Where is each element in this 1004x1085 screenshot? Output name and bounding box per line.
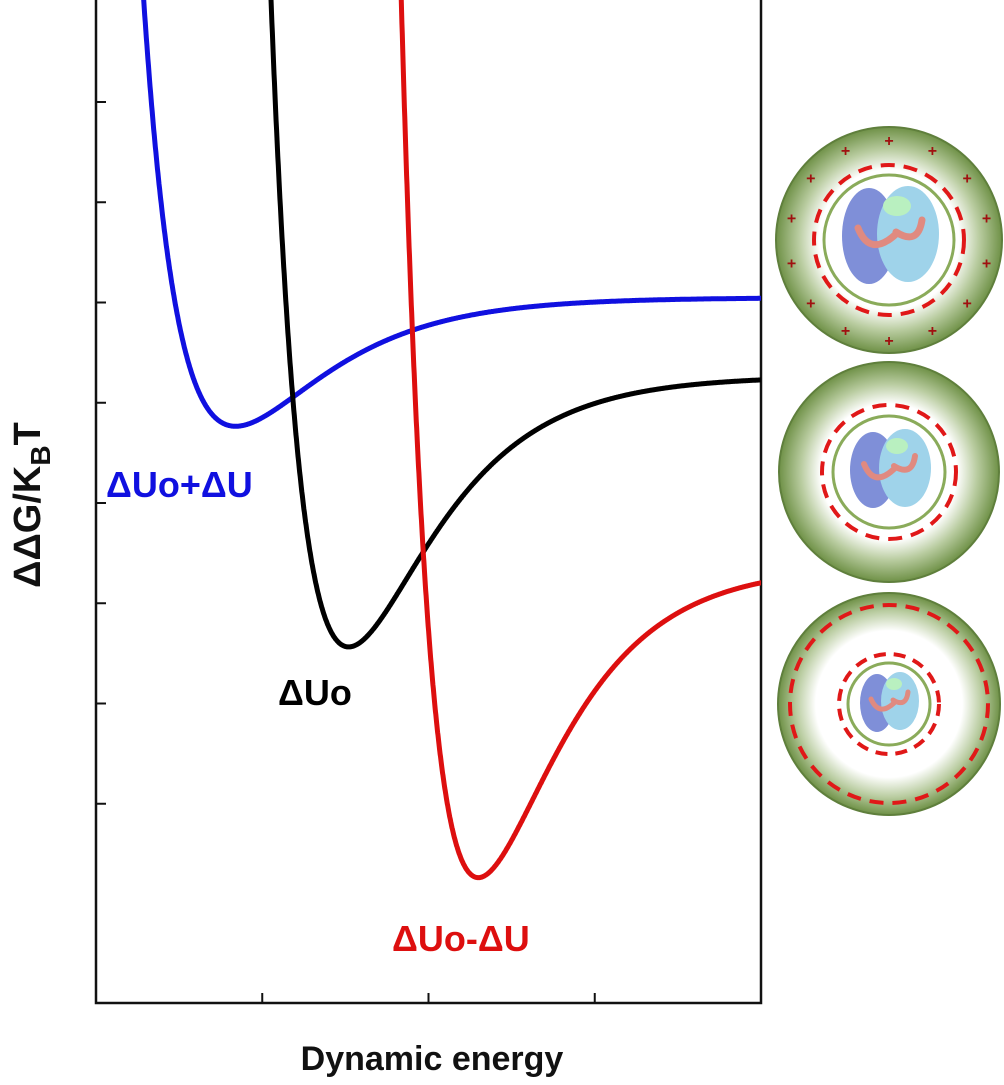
charge-plus: + [982,255,991,272]
dashed-ring [820,403,958,541]
charge-plus: + [787,255,796,272]
charge-plus: + [963,295,972,312]
protein-icon [842,186,939,284]
charge-plus: + [841,323,850,340]
dashed-ring-outer [788,603,990,805]
charge-plus: + [982,211,991,228]
dashed-ring-inner [837,652,941,756]
y-axis-title-sub: B [25,445,56,465]
protein-icon [860,672,919,732]
charge-plus: + [963,171,972,188]
schematic-middle [778,361,1000,583]
label-duo-plus-du: ΔUo+ΔU [106,464,253,505]
svg-text:ΔΔG/KBT: ΔΔG/KBT [7,422,56,588]
charge-plus: + [806,171,815,188]
charges-ring: + + + + + + + + + + + + + + [787,133,991,350]
charge-plus: + [928,143,937,160]
y-axis-title: ΔΔG/KBT [7,422,56,588]
charge-plus: + [806,295,815,312]
y-axis-title-tail: T [7,422,49,445]
charge-plus: + [928,323,937,340]
dashed-ring [812,163,966,317]
x-axis-title: Dynamic energy [301,1040,564,1078]
label-duo: ΔUo [278,672,352,713]
series-line-0 [141,0,761,429]
series-line-2 [398,0,761,881]
schematic-bottom [777,592,1001,816]
y-axis-ticks [96,101,106,805]
protein-icon [850,429,931,508]
curves [141,0,761,881]
charge-plus: + [841,143,850,160]
charge-plus: + [787,211,796,228]
charge-plus: + [884,133,893,150]
label-duo-minus-du: ΔUo-ΔU [392,918,530,959]
y-axis-title-main: ΔΔG/K [7,465,49,588]
charge-plus: + [884,333,893,350]
schematic-top: + + + + + + + + + + + + + + [775,126,1003,354]
series-line-1 [268,0,761,650]
x-axis-ticks [261,993,596,1003]
